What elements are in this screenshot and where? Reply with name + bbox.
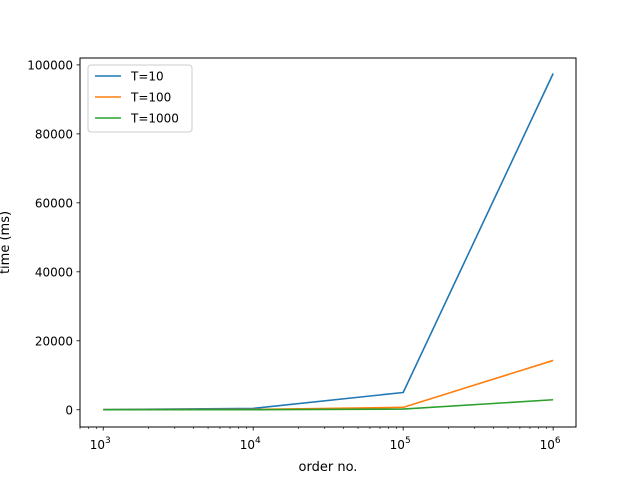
legend-label: T=1000 [130,112,179,126]
legend-box [87,64,193,133]
x-tick-base: 10 [240,438,255,452]
x-tick-exponent: 5 [405,436,411,446]
y-tick-label: 100000 [27,58,73,72]
y-tick-label: 40000 [35,265,73,279]
x-tick-base: 10 [540,438,555,452]
y-tick-label: 0 [65,403,73,417]
legend-label: T=10 [130,70,164,84]
x-axis: 103 104 105 106 [79,427,561,452]
y-tick-label: 20000 [35,334,73,348]
x-tick-label: 104 [240,436,261,452]
y-axis-label: time (ms) [0,211,13,274]
legend: T=10 T=100 T=1000 [87,64,193,133]
y-axis: 0 20000 40000 60000 80000 100000 [27,58,80,417]
x-tick-exponent: 3 [105,436,111,446]
x-tick-base: 10 [90,438,105,452]
y-tick-label: 80000 [35,127,73,141]
series-line-t-100 [103,359,554,411]
legend-label: T=100 [130,91,171,105]
x-tick-base: 10 [390,438,405,452]
x-tick-exponent: 4 [255,436,261,446]
series-layer [103,73,554,411]
axes-frame [79,57,577,428]
x-tick-label: 103 [90,436,111,452]
x-tick-label: 105 [390,436,411,452]
x-tick-exponent: 6 [555,436,561,446]
y-tick-label: 60000 [35,196,73,210]
x-tick-label: 106 [540,436,561,452]
x-axis-label: order no. [299,460,358,475]
series-line-t-1000 [103,398,554,411]
